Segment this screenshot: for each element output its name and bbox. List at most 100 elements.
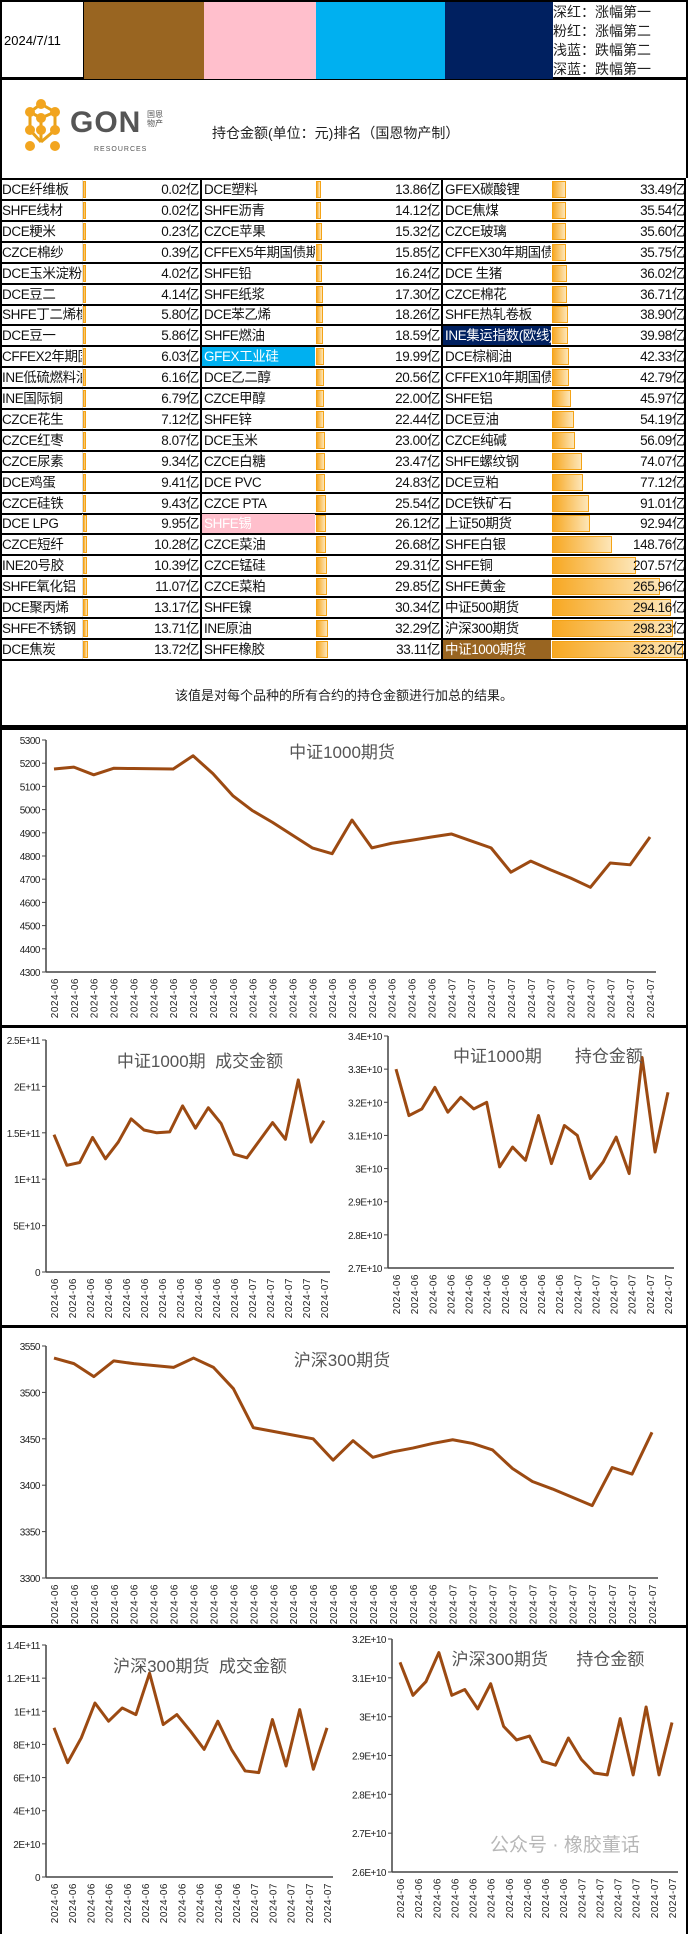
molecule-icon bbox=[25, 99, 60, 151]
data-bar bbox=[552, 410, 574, 428]
value-number: 42.33 bbox=[640, 349, 672, 365]
legend-item: 深蓝：跌幅第一 bbox=[553, 61, 651, 77]
value-unit: 亿 bbox=[185, 558, 200, 574]
data-bar bbox=[316, 452, 325, 470]
y-tick-label: 8E+10 bbox=[13, 1740, 41, 1751]
value-number: 6.16 bbox=[161, 370, 186, 386]
x-tick-label: 2024-06 bbox=[141, 1883, 152, 1923]
y-tick-label: 3500 bbox=[20, 1388, 41, 1399]
series-line bbox=[53, 754, 652, 889]
position-value: 4.02亿 bbox=[82, 264, 199, 283]
value-unit: 亿 bbox=[185, 307, 200, 323]
value-unit: 亿 bbox=[426, 474, 441, 490]
product-name: CFFEX5年期国债期货 bbox=[204, 244, 315, 260]
x-tick-label: 2024-06 bbox=[50, 1584, 61, 1624]
table-row: INE国际铜 6.79亿 CZCE甲醇 22.00亿 SHFE铝 45.97亿 bbox=[0, 389, 686, 410]
x-tick-label: 2024-06 bbox=[104, 1278, 115, 1318]
value-unit: 亿 bbox=[671, 182, 686, 197]
product-name: SHFE沥青 bbox=[204, 202, 265, 218]
data-bar bbox=[552, 201, 567, 219]
x-tick-label: 2024-06 bbox=[212, 1278, 223, 1318]
position-value: 10.39亿 bbox=[82, 556, 199, 575]
data-bar bbox=[316, 536, 327, 554]
value-unit: 亿 bbox=[426, 328, 441, 344]
product-name: SHFE铅 bbox=[204, 265, 252, 281]
x-tick-label: 2024-06 bbox=[170, 1584, 181, 1624]
y-tick-label: 3350 bbox=[20, 1528, 41, 1539]
data-bar bbox=[83, 264, 86, 282]
table-row: CZCE棉纱0.39亿CFFEX5年期国债期货15.85亿CFFEX30年期国债… bbox=[0, 242, 686, 264]
y-tick-label: 0 bbox=[35, 1268, 41, 1279]
x-tick-label: 2024-07 bbox=[323, 1883, 334, 1923]
product-name: CZCE尿素 bbox=[2, 453, 64, 469]
data-bar bbox=[552, 264, 567, 282]
value-unit: 亿 bbox=[426, 370, 441, 386]
x-tick-label: 2024-06 bbox=[487, 1878, 498, 1918]
y-tick-label: 2.7E+10 bbox=[352, 1829, 387, 1840]
position-value: 29.85亿 bbox=[315, 577, 440, 596]
csi300-open-interest-chart: 2.6E+10 2.7E+10 2.8E+10 2.9E+10 3E+10 3.1E+10… bbox=[336, 1625, 688, 1934]
data-bar bbox=[316, 181, 322, 198]
x-tick-label: 2024-06 bbox=[483, 1274, 494, 1314]
value-number: 92.94 bbox=[640, 516, 672, 532]
value-number: 18.59 bbox=[395, 328, 427, 344]
x-tick-label: 2024-06 bbox=[50, 1883, 61, 1923]
value-unit: 亿 bbox=[185, 537, 200, 553]
x-tick-label: 2024-06 bbox=[209, 978, 220, 1018]
value-number: 4.02 bbox=[161, 265, 186, 281]
chart-title: 中证1000期 成交金额 bbox=[117, 1052, 283, 1071]
position-value: 0.23亿 bbox=[82, 222, 199, 241]
data-bar bbox=[552, 619, 673, 637]
product-name: CZCE硅铁 bbox=[2, 495, 64, 511]
value-unit: 亿 bbox=[185, 328, 200, 344]
product-name: CZCE PTA bbox=[204, 495, 267, 511]
x-tick-label: 2024-06 bbox=[559, 1878, 570, 1918]
value-unit: 亿 bbox=[671, 307, 686, 323]
y-tick-label: 2.8E+10 bbox=[352, 1790, 387, 1801]
position-value: 30.34亿 bbox=[315, 598, 440, 617]
product-name: DCE豆一 bbox=[2, 328, 56, 344]
x-tick-label: 2024-06 bbox=[269, 978, 280, 1018]
position-value: 36.71亿 bbox=[551, 285, 685, 304]
product-name: SHFE燃油 bbox=[204, 328, 265, 344]
x-tick-label: 2024-06 bbox=[446, 1274, 457, 1314]
value-unit: 亿 bbox=[185, 202, 200, 218]
product-name: SHFE镍 bbox=[204, 600, 252, 615]
position-value: 0.39亿 bbox=[82, 243, 199, 262]
data-bar bbox=[552, 431, 575, 449]
product-name: INE原油 bbox=[204, 620, 252, 636]
x-tick-label: 2024-06 bbox=[329, 1584, 340, 1624]
y-tick-label: 4E+10 bbox=[13, 1807, 41, 1818]
product-name: CZCE花生 bbox=[2, 411, 64, 427]
position-value: 0.02亿 bbox=[82, 180, 199, 199]
x-tick-label: 2024-06 bbox=[523, 1878, 534, 1918]
legend-item: 深红：涨幅第一 bbox=[553, 4, 651, 20]
y-tick-label: 3400 bbox=[20, 1481, 41, 1492]
y-tick-label: 3.2E+10 bbox=[348, 1098, 383, 1109]
value-number: 30.34 bbox=[395, 600, 427, 615]
position-value: 54.19亿 bbox=[551, 410, 685, 429]
table-row: CZCE尿素 9.34亿 CZCE白糖 23.47亿 SHFE螺纹钢 74.07亿 bbox=[0, 451, 686, 473]
y-tick-label: 5100 bbox=[20, 782, 41, 793]
data-bar bbox=[83, 222, 86, 240]
position-value: 15.32亿 bbox=[315, 222, 440, 241]
data-bar bbox=[552, 181, 566, 198]
x-tick-label: 2024-06 bbox=[450, 1878, 461, 1918]
logo-cn: 国恩物产 bbox=[147, 110, 163, 128]
value-unit: 亿 bbox=[426, 453, 441, 469]
position-value: 26.68亿 bbox=[315, 535, 440, 554]
position-value: 5.86亿 bbox=[82, 326, 199, 345]
product-name: CZCE白糖 bbox=[204, 453, 266, 469]
x-tick-label: 2024-06 bbox=[249, 978, 260, 1018]
value-unit: 亿 bbox=[185, 579, 200, 595]
header-bar: 2024/7/11 深红：涨幅第一 粉红：涨幅第二 浅蓝：跌幅第二 深蓝：跌幅第… bbox=[0, 0, 688, 80]
x-tick-label: 2024-06 bbox=[68, 1278, 79, 1318]
position-value: 294.16亿 bbox=[551, 598, 685, 617]
data-bar bbox=[552, 243, 567, 261]
position-value: 19.99亿 bbox=[315, 347, 440, 366]
x-tick-label: 2024-07 bbox=[573, 1274, 584, 1314]
value-number: 29.85 bbox=[395, 579, 427, 595]
position-value: 5.80亿 bbox=[82, 305, 199, 324]
position-value: 42.79亿 bbox=[551, 368, 685, 387]
y-tick-label: 0 bbox=[35, 1873, 41, 1884]
